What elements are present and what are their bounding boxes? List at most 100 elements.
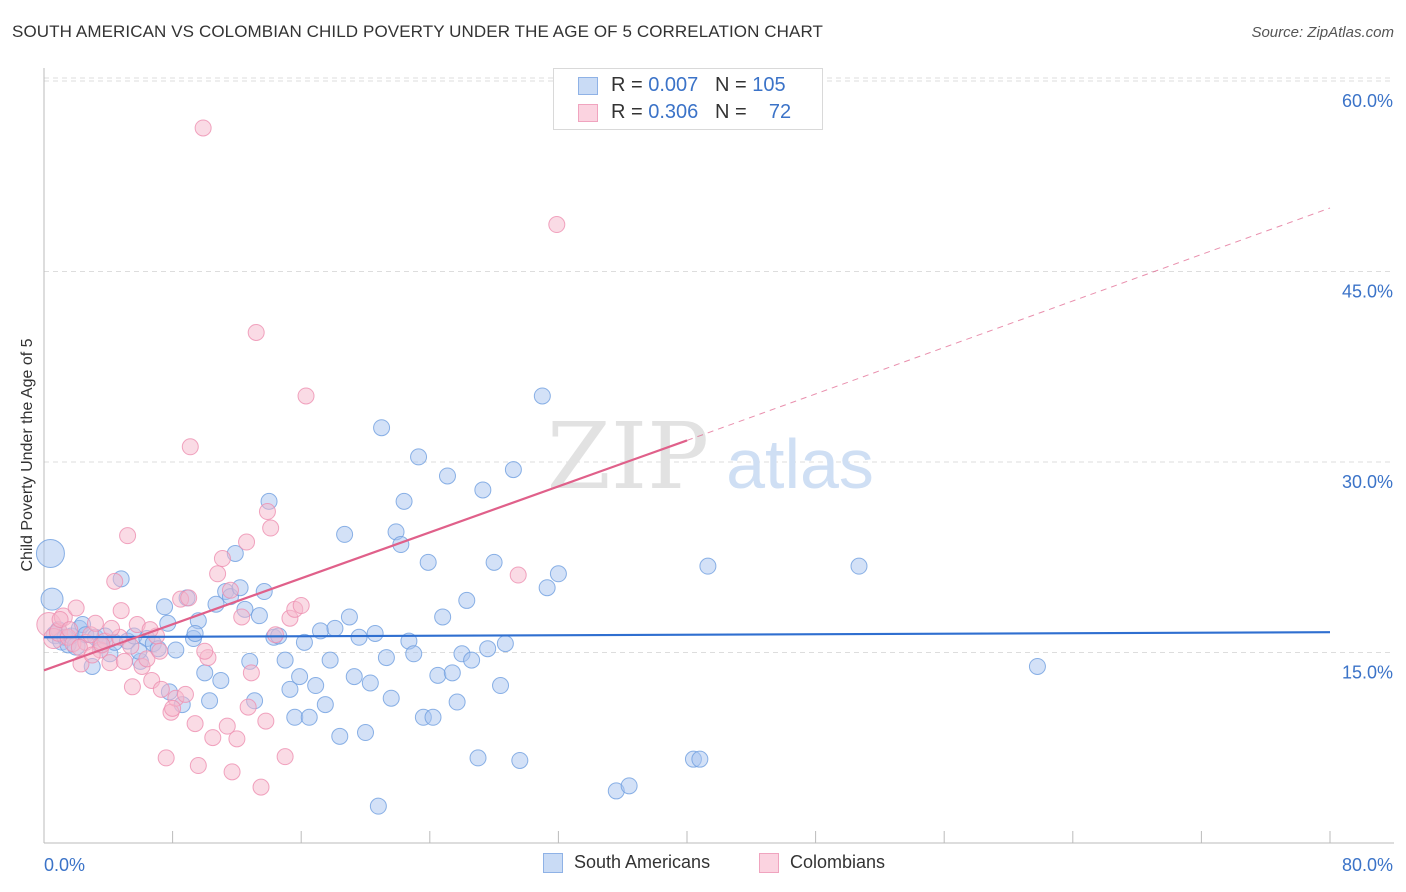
point-south-americans <box>1028 657 1046 675</box>
point-south-americans <box>458 591 476 609</box>
point-south-americans <box>448 693 466 711</box>
point-south-americans <box>307 677 325 695</box>
legend-stats-pink: R = 0.306 N = 72 <box>611 101 792 123</box>
point-colombians <box>180 589 198 607</box>
point-south-americans <box>474 481 492 499</box>
watermark: ZIP atlas <box>547 403 874 510</box>
point-south-americans <box>850 557 868 575</box>
point-south-americans <box>443 664 461 682</box>
point-south-americans <box>369 797 387 815</box>
legend-swatch-colombians <box>759 853 779 873</box>
y-tick-label: 60.0% <box>1342 91 1393 111</box>
point-south-americans <box>321 651 339 669</box>
y-tick-label: 30.0% <box>1342 472 1393 492</box>
point-colombians <box>239 698 257 716</box>
point-south-americans <box>156 598 174 616</box>
point-south-americans <box>366 624 384 642</box>
point-south-americans <box>201 692 219 710</box>
point-south-americans <box>336 525 354 543</box>
series-legend: South Americans Colombians <box>0 852 1406 876</box>
point-south-americans <box>469 749 487 767</box>
watermark-atlas: atlas <box>726 425 874 503</box>
trendline-colombians <box>43 439 688 672</box>
point-south-americans <box>492 677 510 695</box>
point-colombians <box>176 685 194 703</box>
point-colombians <box>228 730 246 748</box>
point-south-americans <box>196 664 214 682</box>
point-colombians <box>266 626 284 644</box>
point-colombians <box>61 621 79 639</box>
point-south-americans <box>373 419 391 437</box>
legend-swatch-pink <box>578 104 598 122</box>
point-colombians <box>262 519 280 537</box>
legend-stats-blue: R = 0.007 N = 105 <box>611 74 786 96</box>
point-south-americans <box>281 680 299 698</box>
point-colombians <box>221 581 239 599</box>
x-tick-label-min: 0.0% <box>44 855 85 875</box>
point-colombians <box>67 599 85 617</box>
point-colombians <box>213 550 231 568</box>
point-south-americans <box>424 708 442 726</box>
point-south-americans <box>295 633 313 651</box>
point-south-americans <box>35 538 65 568</box>
point-south-americans <box>250 607 268 625</box>
point-south-americans <box>326 619 344 637</box>
point-south-americans <box>167 641 185 659</box>
point-south-americans <box>316 696 334 714</box>
point-colombians <box>138 650 156 668</box>
point-south-americans <box>485 553 503 571</box>
point-south-americans <box>410 448 428 466</box>
point-colombians <box>233 608 251 626</box>
point-colombians <box>218 717 236 735</box>
point-south-americans <box>405 645 423 663</box>
point-colombians <box>101 654 119 672</box>
point-south-americans <box>395 492 413 510</box>
point-south-americans <box>357 724 374 742</box>
point-south-americans <box>377 649 395 667</box>
point-colombians <box>70 638 88 656</box>
point-colombians <box>152 680 170 698</box>
watermark-zip: ZIP <box>547 403 709 510</box>
tick-labels: 15.0% 30.0% 45.0% 60.0% 0.0% 80.0% <box>44 91 1393 875</box>
point-south-americans <box>300 708 318 726</box>
point-colombians <box>292 597 310 615</box>
y-tick-label: 15.0% <box>1342 663 1393 683</box>
point-colombians <box>247 323 265 341</box>
point-colombians <box>186 715 204 733</box>
point-colombians <box>189 757 207 775</box>
point-south-americans <box>419 553 437 571</box>
point-colombians <box>258 503 276 521</box>
point-colombians <box>238 533 256 551</box>
legend-label-south-americans: South Americans <box>574 852 711 872</box>
point-colombians <box>86 614 104 632</box>
correlation-legend: R = 0.007 N = 105 R = 0.306 N = 72 <box>553 68 823 130</box>
point-colombians <box>119 527 137 545</box>
point-south-americans <box>350 628 368 646</box>
point-colombians <box>194 119 212 137</box>
point-south-americans <box>699 557 717 575</box>
point-south-americans <box>345 668 363 686</box>
point-colombians <box>223 763 241 781</box>
point-south-americans <box>620 777 638 795</box>
trendline-colombians-extension <box>686 207 1331 441</box>
point-colombians <box>106 572 124 590</box>
point-south-americans <box>538 579 556 597</box>
legend-label-colombians: Colombians <box>790 852 886 872</box>
legend-swatch-south-americans <box>543 853 563 873</box>
point-colombians <box>164 699 182 717</box>
point-colombians <box>181 438 199 456</box>
x-tick-label-max: 80.0% <box>1342 855 1393 875</box>
point-colombians <box>151 642 169 660</box>
point-south-americans <box>438 467 456 485</box>
point-colombians <box>123 678 141 696</box>
point-south-americans <box>291 668 309 686</box>
point-colombians <box>204 729 222 747</box>
point-south-americans <box>212 671 230 689</box>
point-south-americans <box>429 666 447 684</box>
point-south-americans <box>511 751 529 769</box>
point-colombians <box>196 642 214 660</box>
point-colombians <box>252 778 270 796</box>
point-south-americans <box>340 608 358 626</box>
point-south-americans <box>496 635 514 653</box>
